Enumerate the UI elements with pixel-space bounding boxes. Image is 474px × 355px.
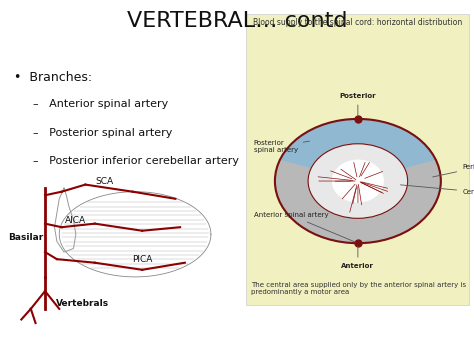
Text: AICA: AICA xyxy=(65,215,86,225)
Text: The central area supplied only by the anterior spinal artery is
predominantly a : The central area supplied only by the an… xyxy=(251,282,466,295)
Text: Anterior spinal artery: Anterior spinal artery xyxy=(254,212,356,242)
Text: •  Branches:: • Branches: xyxy=(14,71,92,84)
Text: Peripheral: Peripheral xyxy=(433,164,474,177)
Text: Anterior: Anterior xyxy=(341,246,374,269)
Text: PICA: PICA xyxy=(132,255,152,264)
Text: VERTEBRAL… contd: VERTEBRAL… contd xyxy=(127,11,347,31)
Text: Central: Central xyxy=(401,185,474,195)
FancyBboxPatch shape xyxy=(246,14,469,305)
Polygon shape xyxy=(280,119,436,168)
Ellipse shape xyxy=(332,160,384,202)
Text: –   Posterior spinal artery: – Posterior spinal artery xyxy=(33,128,173,138)
Text: Blood supply to the spinal cord: horizontal distribution: Blood supply to the spinal cord: horizon… xyxy=(253,18,463,27)
Text: Basilar: Basilar xyxy=(9,233,44,242)
Text: Posterior
spinal artery: Posterior spinal artery xyxy=(254,140,310,153)
Text: Posterior: Posterior xyxy=(339,93,376,116)
Text: SCA: SCA xyxy=(95,176,113,186)
Text: –   Anterior spinal artery: – Anterior spinal artery xyxy=(33,99,168,109)
Ellipse shape xyxy=(275,119,441,243)
Ellipse shape xyxy=(308,144,408,218)
Text: –   Posterior inferior cerebellar artery: – Posterior inferior cerebellar artery xyxy=(33,156,239,166)
Text: Vertebrals: Vertebrals xyxy=(56,299,109,308)
